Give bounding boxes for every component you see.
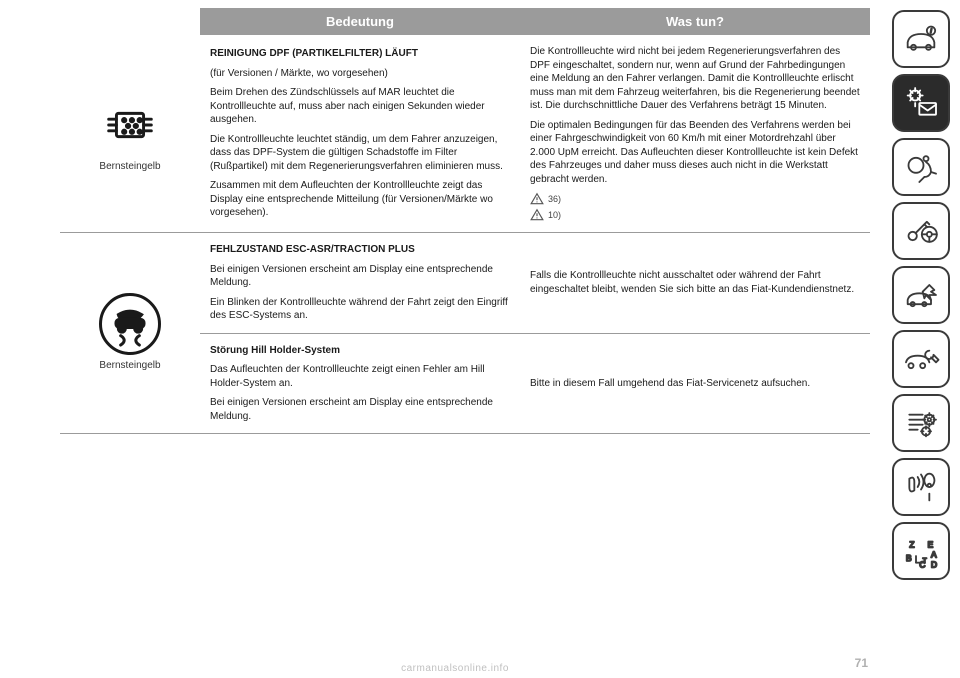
svg-text:E: E — [928, 540, 934, 550]
row2a-m-p2: Ein Blinken der Kontrollleuchte während … — [210, 296, 510, 323]
airbag-icon[interactable] — [892, 138, 950, 196]
row2a-title: FEHLZUSTAND ESC-ASR/TRACTION PLUS — [210, 244, 415, 255]
car-service-icon[interactable] — [892, 330, 950, 388]
key-steering-icon[interactable] — [892, 202, 950, 260]
header-action: Was tun? — [520, 8, 870, 35]
car-crash-icon[interactable] — [892, 266, 950, 324]
row1-m-p2: Die Kontrollleuchte leuchtet ständig, um… — [210, 133, 510, 174]
esc-slip-icon — [99, 293, 161, 355]
dpf-regeneration-icon — [99, 94, 161, 156]
action-cell: Falls die Kontrollleuchte nicht ausschal… — [520, 233, 870, 334]
row2b-action: Bitte in diesem Fall umgehend das Fiat-S… — [530, 377, 860, 391]
car-info-icon[interactable]: i — [892, 10, 950, 68]
warning-lights-table: Bedeutung Was tun? — [60, 8, 870, 434]
meaning-cell: REINIGUNG DPF (PARTIKELFILTER) LÄUFT (fü… — [200, 35, 520, 233]
row2b-m-p2: Bei einigen Versionen erscheint am Displ… — [210, 396, 510, 423]
table-row: Bernsteingelb REINIGUNG DPF (PARTIKELFIL… — [60, 35, 870, 233]
symbol-cell-dpf: Bernsteingelb — [60, 35, 200, 233]
footnote-refs: 36) 10) — [530, 192, 860, 222]
svg-text:B: B — [906, 553, 912, 563]
row1-m-p3: Zusammen mit dem Aufleuchten der Kontrol… — [210, 179, 510, 220]
header-blank — [60, 8, 200, 35]
meaning-cell: Störung Hill Holder-System Das Aufleucht… — [200, 333, 520, 434]
row1-a-p1: Die Kontrollleuchte wird nicht bei jedem… — [530, 45, 860, 113]
footnote-10: 10) — [548, 209, 561, 221]
warning-triangle-icon — [530, 192, 544, 206]
footnote-36: 36) — [548, 193, 561, 205]
chapter-sidebar: i Z E — [888, 0, 960, 678]
meaning-cell: FEHLZUSTAND ESC-ASR/TRACTION PLUS Bei ei… — [200, 233, 520, 334]
header-meaning: Bedeutung — [200, 8, 520, 35]
row1-a-p2: Die optimalen Bedingungen für das Beende… — [530, 119, 860, 187]
row2b-m-p1: Das Aufleuchten der Kontrollleuchte zeig… — [210, 363, 510, 390]
svg-text:Z: Z — [909, 540, 914, 550]
media-location-icon[interactable] — [892, 458, 950, 516]
table-row: Bernsteingelb FEHLZUSTAND ESC-ASR/TRACTI… — [60, 233, 870, 334]
row1-sub: (für Versionen / Märkte, wo vorgesehen) — [210, 67, 510, 81]
watermark: carmanualsonline.info — [30, 663, 880, 674]
row2a-action: Falls die Kontrollleuchte nicht ausschal… — [530, 269, 860, 296]
symbol-color-label: Bernsteingelb — [99, 359, 160, 373]
warning-triangle-icon — [530, 208, 544, 222]
alphabet-index-icon[interactable]: Z E B A D C T — [892, 522, 950, 580]
symbol-cell-esc: Bernsteingelb — [60, 233, 200, 434]
symbol-color-label: Bernsteingelb — [99, 160, 160, 174]
row1-m-p1: Beim Drehen des Zündschlüssels auf MAR l… — [210, 86, 510, 127]
warning-mail-icon[interactable] — [892, 74, 950, 132]
row2a-m-p1: Bei einigen Versionen erscheint am Displ… — [210, 263, 510, 290]
svg-text:D: D — [931, 560, 937, 570]
row2b-title: Störung Hill Holder-System — [210, 345, 340, 356]
content-area: Bedeutung Was tun? — [0, 0, 888, 678]
action-cell: Die Kontrollleuchte wird nicht bei jedem… — [520, 35, 870, 233]
settings-list-icon[interactable] — [892, 394, 950, 452]
svg-text:A: A — [931, 550, 937, 560]
svg-text:T: T — [923, 558, 927, 565]
action-cell: Bitte in diesem Fall umgehend das Fiat-S… — [520, 333, 870, 434]
row1-title: REINIGUNG DPF (PARTIKELFILTER) LÄUFT — [210, 48, 418, 59]
